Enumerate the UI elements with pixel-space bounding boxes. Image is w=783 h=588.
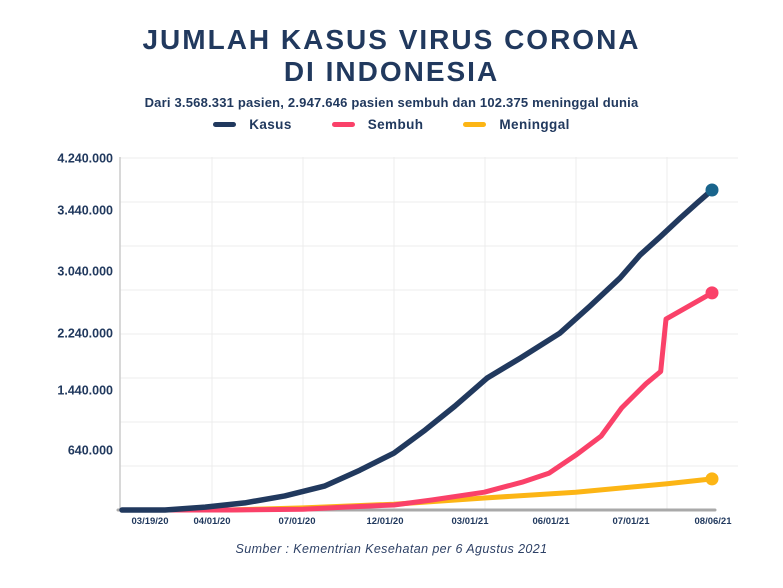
- series-end-dot-kasus: [705, 183, 719, 197]
- series-line-sembuh: [119, 290, 715, 513]
- x-tick-label: 07/01/20: [279, 516, 316, 527]
- legend-label-meninggal: Meninggal: [499, 117, 570, 132]
- legend-dash-sembuh-icon: [331, 122, 355, 127]
- title-line-1: JUMLAH KASUS VIRUS CORONA: [142, 24, 641, 55]
- chart-series: [119, 183, 719, 513]
- series-end-dot-meninggal: [705, 472, 719, 486]
- series-end-dot-sembuh: [705, 286, 719, 300]
- x-tick-label: 07/01/21: [613, 516, 651, 527]
- y-tick-label: 3.040.000: [57, 265, 113, 279]
- y-tick-label: 3.440.000: [57, 204, 113, 218]
- legend-item-kasus: Kasus: [213, 117, 292, 132]
- chart-legend: Kasus Sembuh Meninggal: [0, 117, 783, 132]
- y-tick-label: 4.240.000: [57, 152, 113, 166]
- x-tick-label: 08/06/21: [695, 516, 733, 527]
- source-note: Sumber : Kementrian Kesehatan per 6 Agus…: [235, 542, 548, 556]
- chart-tick-labels: 4.240.000 3.440.000 3.040.000 2.240.000 1.44…: [57, 152, 732, 528]
- chart-gridlines: [120, 157, 738, 509]
- x-tick-label: 12/01/20: [367, 516, 404, 527]
- legend-label-kasus: Kasus: [249, 117, 292, 132]
- y-tick-label: 2.240.000: [57, 327, 113, 341]
- y-tick-label: 640.000: [68, 444, 113, 458]
- title-line-2: DI INDONESIA: [283, 56, 500, 87]
- legend-label-sembuh: Sembuh: [367, 117, 424, 132]
- legend-item-meninggal: Meninggal: [463, 117, 569, 132]
- subtitle-totals: Dari 3.568.331 pasien, 2.947.646 pasien …: [144, 95, 639, 110]
- page-title: JUMLAH KASUS VIRUS CORONA DI INDONESIA: [0, 24, 783, 88]
- x-tick-label: 03/01/21: [452, 516, 490, 527]
- x-tick-label: 03/19/20: [132, 516, 169, 527]
- legend-dash-meninggal-icon: [463, 122, 487, 127]
- x-tick-label: 06/01/21: [533, 516, 571, 527]
- x-tick-label: 04/01/20: [194, 516, 231, 527]
- series-line-kasus: [119, 187, 715, 513]
- legend-item-sembuh: Sembuh: [331, 117, 424, 132]
- legend-dash-kasus-icon: [213, 122, 237, 127]
- y-tick-label: 1.440.000: [57, 384, 113, 398]
